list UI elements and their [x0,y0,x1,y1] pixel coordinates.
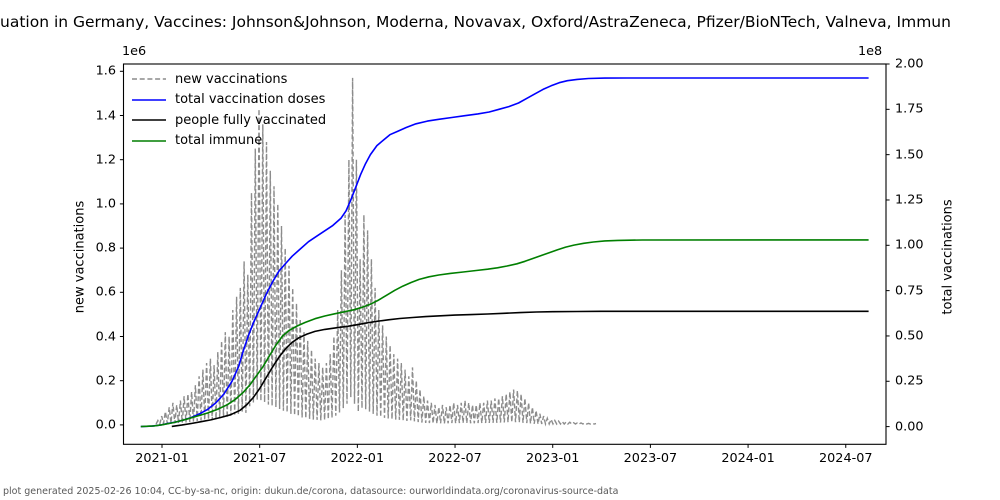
left-axis-tick-label: 1.6 [95,63,116,79]
left-axis-tick-label: 0.8 [95,240,116,256]
legend-item-label: total vaccination doses [175,92,326,108]
axes-frame [122,63,887,445]
right-axis-tick-label: 1.25 [895,192,924,208]
x-axis-tick-label: 2021-01 [135,451,189,466]
left-axis-tick-label: 1.0 [95,196,116,212]
legend: new vaccinations total vaccination doses p… [132,69,326,151]
left-axis-tick-label: 0.2 [95,373,116,389]
series-total-vaccination-doses-line [140,77,869,428]
left-axis-offset-text: 1e6 [122,44,147,59]
right-axis-tick-label: 0.25 [895,373,924,389]
legend-line-sample [132,98,166,101]
legend-line-sample [132,139,166,142]
legend-item: new vaccinations [132,69,326,90]
series-new-vaccinations-line [155,77,597,427]
x-axis-tick-label: 2024-01 [721,451,775,466]
x-axis-tick-label: 2021-07 [232,451,287,466]
left-axis-tick-label: 0.0 [95,417,116,433]
right-axis-tick-label: 1.50 [895,147,924,163]
right-axis-tick-label: 0.00 [895,419,924,435]
footer-credit: plot generated 2025-02-26 10:04, CC-by-s… [3,486,619,497]
legend-item: total vaccination doses [132,90,326,111]
legend-item-label: new vaccinations [175,71,288,87]
legend-item-label: total immune [175,133,263,149]
right-axis-tick-label: 1.75 [895,101,924,117]
x-axis-tick-label: 2022-01 [330,451,385,466]
left-axis-tick-label: 1.2 [95,152,116,168]
x-axis-tick-label: 2023-07 [623,451,678,466]
right-axis-tick-label: 2.00 [895,56,924,72]
right-axis-tick-label: 1.00 [895,237,924,253]
chart-title: uation in Germany, Vaccines: Johnson&Joh… [0,13,951,31]
x-axis-tick-label: 2023-01 [525,451,580,466]
legend-line-sample [132,119,166,122]
right-axis-offset-text: 1e8 [858,44,883,59]
legend-item-label: people fully vaccinated [175,112,327,128]
legend-item: total immune [132,131,326,152]
left-axis-tick-label: 1.4 [95,108,116,123]
legend-item: people fully vaccinated [132,110,326,131]
left-axis-tick-label: 0.6 [95,284,116,300]
x-axis-tick-label: 2022-07 [428,451,482,466]
left-axis-tick-label: 0.4 [95,329,116,344]
legend-line-sample [132,78,166,81]
right-axis-tick-label: 0.50 [895,328,924,344]
series-people-fully-vaccinated-line [171,310,869,428]
x-axis-tick-label: 2024-07 [819,451,873,466]
series-total-immune-line [140,239,869,428]
right-axis-tick-label: 0.75 [895,283,924,299]
